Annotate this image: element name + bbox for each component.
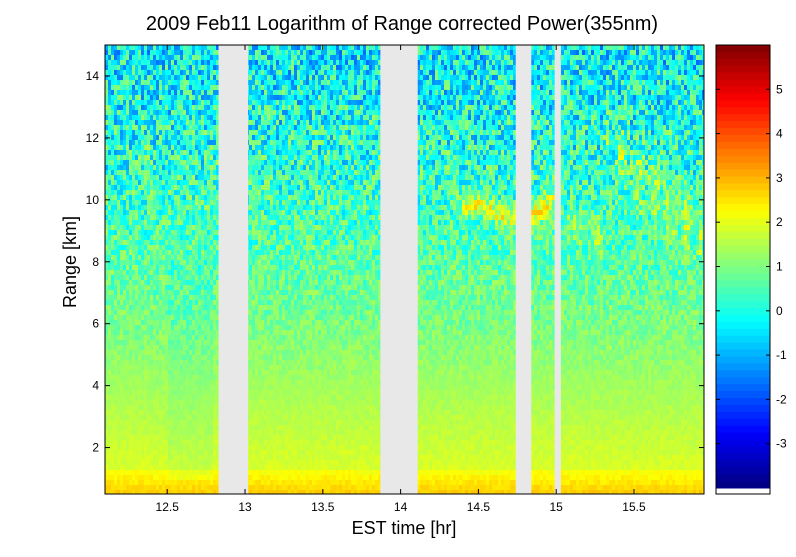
x-axis-ticks: 12.5 13 13.5 14 14.5 15 15.5 [156, 45, 646, 514]
plot-frame [104, 44, 705, 495]
colorbar-frame [715, 44, 771, 495]
colorbar-ticks: -3 -2 -1 0 1 2 3 4 5 [716, 82, 787, 451]
colorbar-tick-label: 4 [776, 127, 783, 141]
data-gaps [218, 45, 561, 494]
chart-title: 2009 Feb11 Logarithm of Range corrected … [146, 13, 658, 35]
data-gap-1 [218, 45, 249, 494]
x-tick-label: 14 [394, 500, 408, 514]
y-tick-label: 14 [86, 69, 100, 83]
colorbar-gradient [716, 45, 770, 489]
x-tick-label: 15 [550, 500, 564, 514]
y-tick-label: 4 [92, 379, 99, 393]
data-gap-2 [380, 45, 418, 494]
colorbar-tick-label: 5 [776, 82, 783, 96]
colorbar-tick-label: 2 [776, 215, 783, 229]
y-tick-label: 6 [92, 317, 99, 331]
colorbar-tick-label: 1 [776, 260, 783, 274]
x-tick-label: 12.5 [156, 500, 180, 514]
colorbar-tick-label: 0 [776, 304, 783, 318]
y-tick-label: 12 [86, 131, 100, 145]
data-gap-4 [554, 45, 561, 494]
colorbar-tick-label: -3 [776, 437, 787, 451]
x-tick-label: 14.5 [467, 500, 491, 514]
y-tick-label: 8 [92, 255, 99, 269]
y-axis-label: Range [km] [60, 216, 80, 308]
y-tick-label: 2 [92, 441, 99, 455]
y-tick-label: 10 [86, 193, 100, 207]
x-tick-label: 13.5 [311, 500, 335, 514]
x-tick-label: 15.5 [622, 500, 646, 514]
colorbar: -3 -2 -1 0 1 2 3 4 5 [715, 44, 787, 495]
data-gap-3 [515, 45, 532, 494]
colorbar-tick-label: -2 [776, 392, 787, 406]
y-axis-ticks: 2 4 6 8 10 12 14 [86, 69, 704, 455]
colorbar-tick-label: 3 [776, 171, 783, 185]
x-tick-label: 13 [238, 500, 252, 514]
colorbar-tick-label: -1 [776, 348, 787, 362]
x-axis-label: EST time [hr] [352, 518, 457, 538]
